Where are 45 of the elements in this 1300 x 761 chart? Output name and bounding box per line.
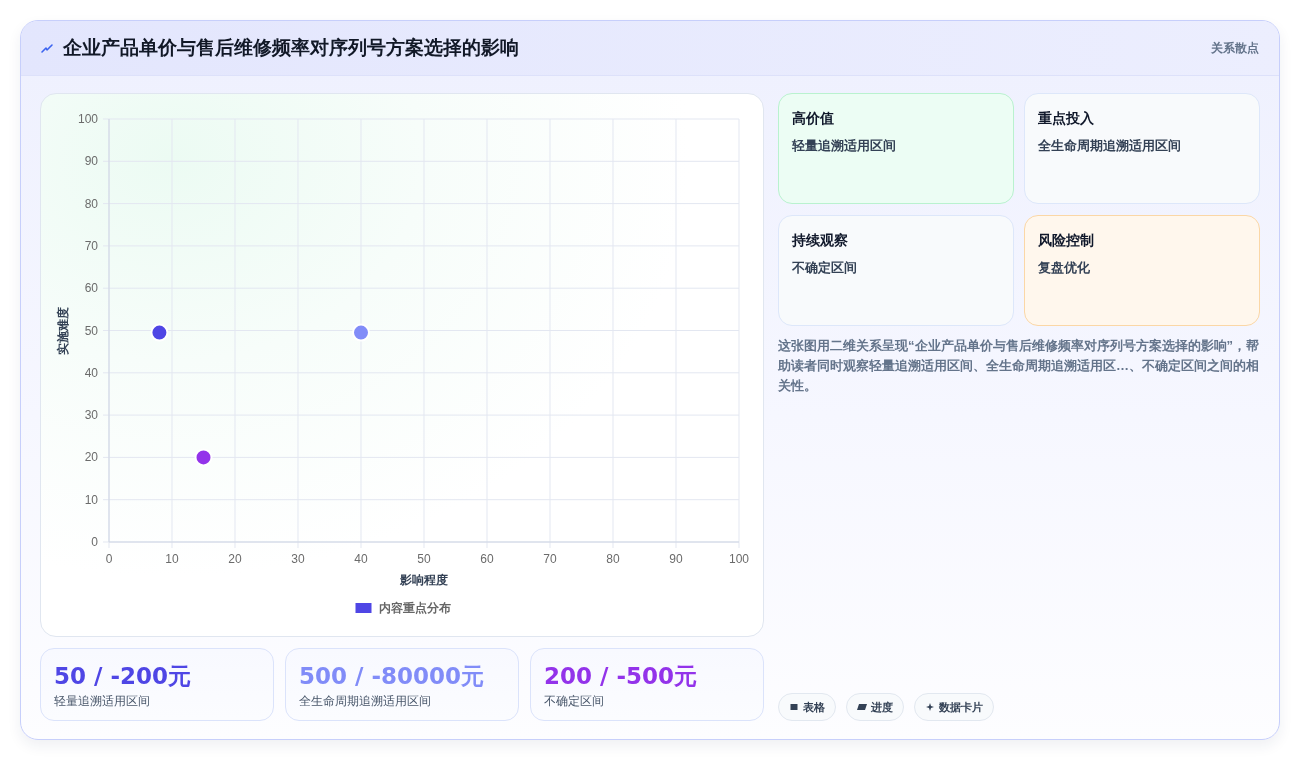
x-tick-label: 20 [228, 552, 242, 566]
text: 重点投入 [1038, 109, 1094, 127]
y-tick-label: 40 [84, 365, 99, 380]
text: 复盘优化 [1038, 260, 1090, 276]
text: 不确定区间 [544, 693, 604, 709]
x-tick-label: 80 [606, 552, 620, 566]
text: 全生命周期追溯适用区间 [299, 693, 431, 709]
text: 表格 [803, 699, 825, 715]
text: 企业产品单价与售后维修频率对序列号方案选择的影响 [63, 36, 519, 60]
x-axis-title: 影响程度 [399, 573, 448, 587]
x-tick-label: 70 [543, 552, 557, 566]
y-tick-label: 90 [84, 154, 99, 169]
text: 200 / -500元 [544, 662, 697, 691]
y-tick-label: 100 [77, 112, 99, 126]
text: 风险控制 [1038, 231, 1094, 249]
y-tick-label: 10 [84, 492, 99, 507]
text: 关系散点 [1211, 40, 1259, 56]
text: 进度 [871, 699, 893, 715]
y-tick-label: 50 [84, 323, 99, 338]
x-tick-label: 30 [291, 552, 305, 566]
x-tick-label: 60 [480, 552, 494, 566]
text: 50 / -200元 [54, 662, 191, 691]
y-tick-label: 70 [84, 238, 99, 253]
text: 数据卡片 [939, 699, 983, 715]
legend-label: 内容重点分布 [378, 601, 451, 615]
text: 不确定区间 [792, 260, 857, 276]
y-tick-label: 60 [84, 281, 99, 296]
text: 高价值 [792, 109, 834, 127]
x-tick-label: 40 [354, 552, 368, 566]
text: 持续观察 [792, 231, 848, 249]
y-axis-title: 实施难度 [56, 306, 70, 355]
x-tick-label: 0 [105, 552, 113, 566]
text: 500 / -80000元 [299, 662, 484, 691]
text: 轻量追溯适用区间 [792, 138, 896, 154]
text: 这张图用二维关系呈现“企业产品单价与售后维修频率对序列号方案选择的影响”，帮助读者同时观察轻量追溯适用区间、全生命周期追溯适用区…、不确定区间之间的相关性。 [778, 337, 1260, 395]
x-tick-label: 10 [165, 552, 179, 566]
text: 轻量追溯适用区间 [54, 693, 150, 709]
y-tick-label: 30 [84, 408, 99, 423]
x-tick-label: 90 [669, 552, 683, 566]
y-tick-label: 80 [84, 196, 99, 211]
x-tick-label: 100 [728, 552, 750, 566]
y-tick-label: 20 [84, 450, 99, 465]
text: 全生命周期追溯适用区间 [1038, 138, 1181, 154]
x-tick-label: 50 [417, 552, 431, 566]
y-tick-label: 0 [91, 535, 99, 549]
